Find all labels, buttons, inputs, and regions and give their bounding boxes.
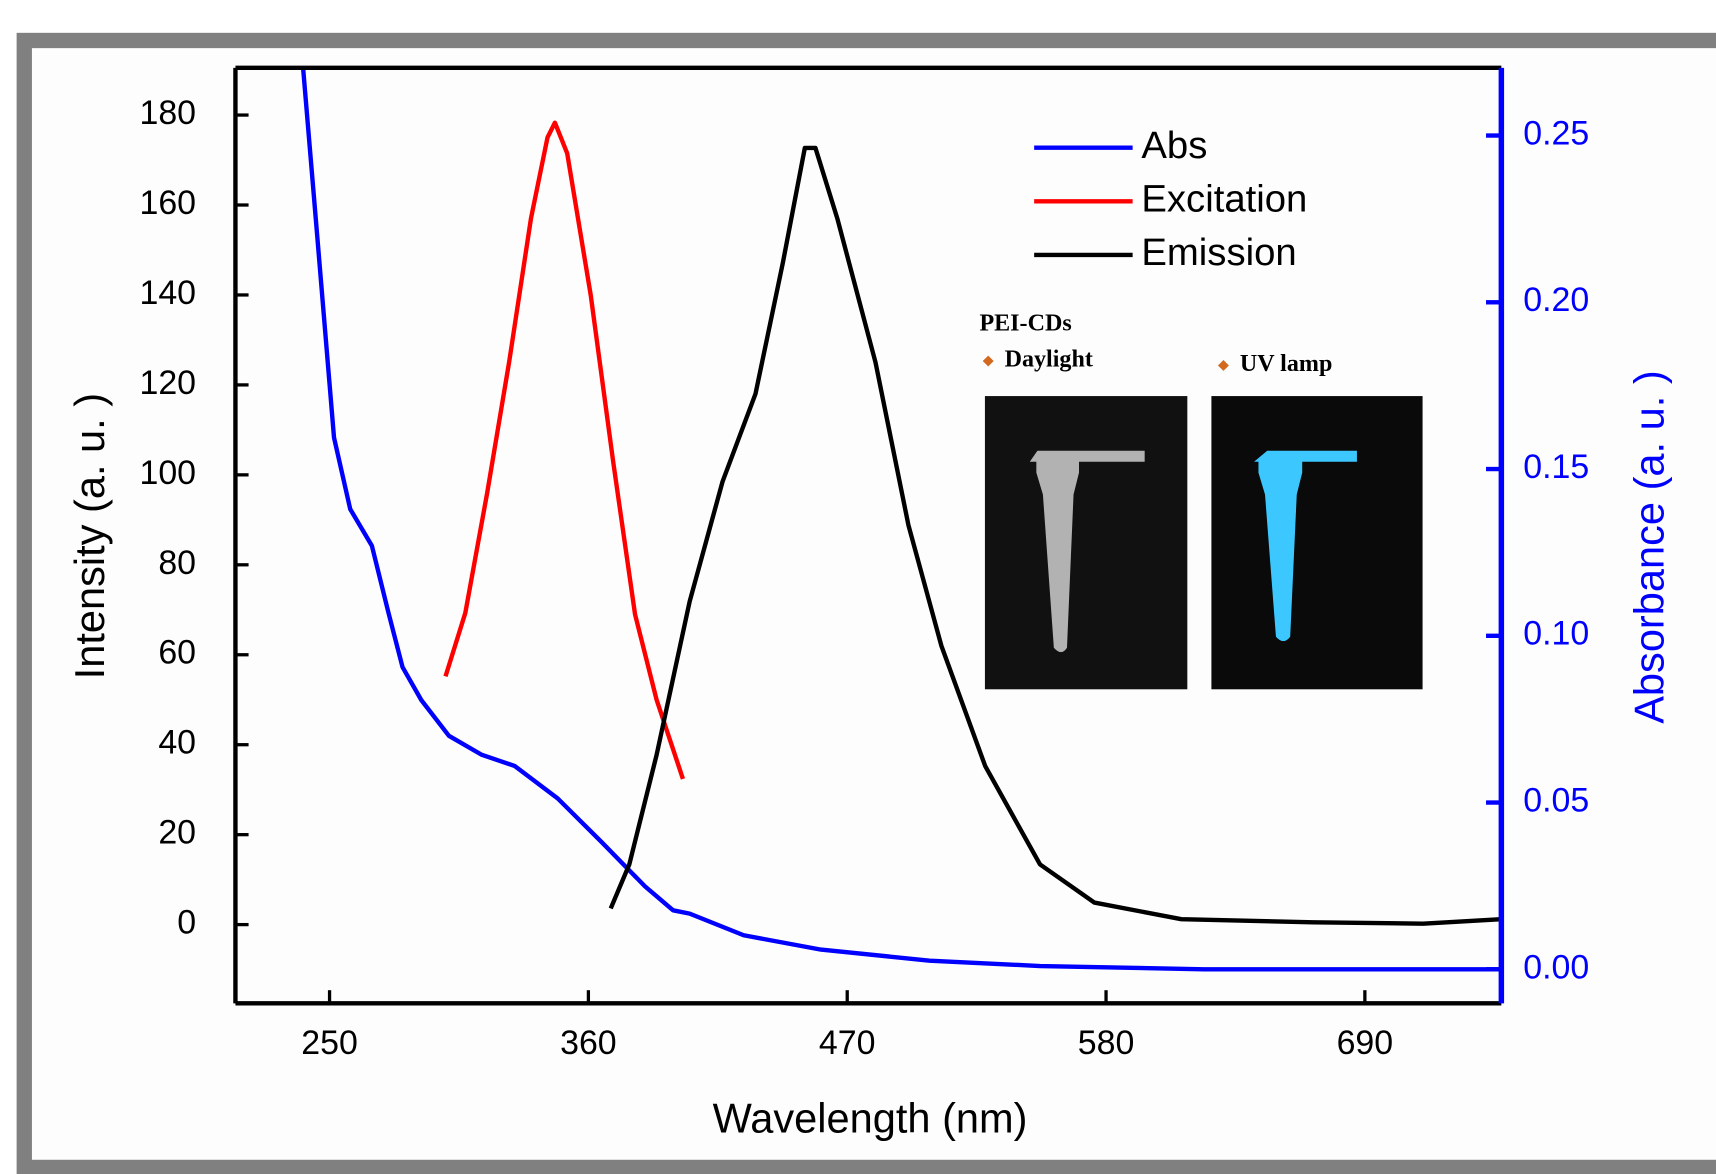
- y-tick-label: 180: [139, 94, 196, 132]
- y2-tick-label: 0.10: [1523, 615, 1589, 653]
- tube: [1029, 450, 1145, 653]
- y2-tick-label: 0.05: [1523, 781, 1589, 819]
- y2-tick-label: 0.15: [1523, 448, 1589, 486]
- x-tick-label: 250: [301, 1024, 358, 1062]
- y-tick-label: 120: [139, 364, 196, 402]
- bullet: [1217, 359, 1229, 371]
- photo-uv: [1211, 396, 1423, 690]
- x-tick-label: 580: [1078, 1024, 1135, 1062]
- y-tick-label: 20: [158, 814, 196, 852]
- legend-label: Excitation: [1141, 177, 1307, 220]
- y2-tick-label: 0.00: [1523, 948, 1589, 986]
- y2-tick-label: 0.20: [1523, 281, 1589, 319]
- y-tick-label: 140: [139, 274, 196, 312]
- y2-tick-label: 0.25: [1523, 114, 1589, 152]
- photo-daylight: [984, 396, 1188, 690]
- series-line: [608, 145, 1502, 926]
- frame: [16, 32, 1716, 1174]
- x-tick-label: 360: [560, 1024, 617, 1062]
- inset-label: UV lamp: [1240, 351, 1332, 377]
- x-tick-label: 690: [1337, 1024, 1394, 1062]
- y-tick-label: 0: [177, 904, 196, 942]
- y-tick-label: 160: [139, 184, 196, 222]
- y-tick-label: 100: [139, 454, 196, 492]
- series-line: [443, 120, 686, 780]
- inset-label: Daylight: [1005, 347, 1093, 373]
- x-tick-label: 470: [819, 1024, 876, 1062]
- y-tick-label: 80: [158, 544, 196, 582]
- inset: PEI-CDs Daylight UV lamp: [979, 310, 1423, 690]
- legend-label: Abs: [1141, 124, 1207, 167]
- legend-label: Emission: [1141, 231, 1296, 274]
- x-axis-label: Wavelength (nm): [713, 1094, 1028, 1141]
- inset-title: PEI-CDs: [979, 310, 1071, 336]
- y-tick-label: 40: [158, 724, 196, 762]
- y-tick-label: 60: [158, 634, 196, 672]
- tube: [1254, 450, 1357, 642]
- y2-axis-label: Absorbance (a. u. ): [1625, 370, 1672, 723]
- y-axis-label: Intensity (a. u. ): [66, 393, 113, 679]
- series-line: [300, 68, 1502, 972]
